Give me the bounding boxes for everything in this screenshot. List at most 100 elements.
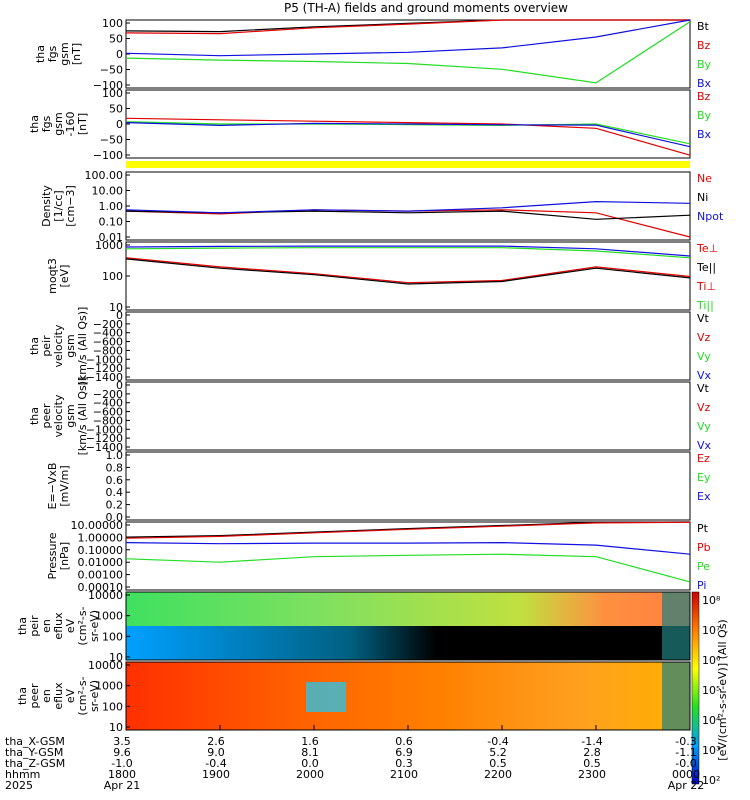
- legend-Vz: Vz: [697, 331, 711, 344]
- y-tick-label: 0.0: [106, 511, 124, 524]
- ephemeris-label: tha_Z-GSM: [5, 757, 65, 770]
- ephemeris-value: Apr 21: [104, 779, 141, 792]
- panel-frame: [125, 19, 691, 89]
- panel-4: 1000 100 10 moqt3 [eV] Te⊥ Te|| Ti⊥ Ti||: [46, 239, 718, 314]
- legend-Vz: Vz: [697, 401, 711, 414]
- series-Ti||: [125, 247, 691, 259]
- legend-Ne: Ne: [697, 172, 712, 185]
- ephemeris-value: -1.4: [581, 735, 602, 748]
- y-axis-label: en: [40, 619, 53, 633]
- y-axis-label: [1/cc]: [52, 190, 65, 221]
- legend-Ti⊥: Ti⊥: [696, 280, 716, 293]
- y-tick-label: −100: [93, 79, 123, 92]
- y-axis-label: tha: [28, 115, 41, 133]
- y-tick-label: 0.10: [99, 216, 124, 229]
- ephemeris-value: 2300: [578, 768, 606, 781]
- legend-Pe: Pe: [697, 560, 710, 573]
- y-tick-label: 100: [102, 87, 123, 100]
- y-axis-label: [nT]: [70, 43, 83, 65]
- series-Ti⊥: [125, 245, 691, 257]
- ephemeris-value: 6.9: [395, 746, 413, 759]
- y-tick-label: 1000: [95, 239, 123, 252]
- y-axis-label: -160: [64, 112, 77, 137]
- panel-1: 100 50 0 −50 −100 tha fgs gsm [nT] Bt Bz By Bx: [34, 17, 712, 92]
- y-tick-label: 10.00: [92, 185, 124, 198]
- y-tick-label: −400: [93, 327, 123, 340]
- y-axis-label: sr-eV): [88, 680, 101, 712]
- panel-7: 1.00.80.60.40.20.0 E=−VxB [mV/m] Ez Ey Ex: [46, 449, 711, 524]
- y-axis-label: sr-eV): [88, 610, 101, 642]
- y-axis-label: gsm: [58, 42, 71, 65]
- series-Pi: [125, 541, 691, 555]
- y-tick-label: 0.2: [106, 499, 124, 512]
- y-tick-label: 1000: [95, 680, 123, 693]
- ephemeris-value: 0000: [672, 768, 700, 781]
- y-axis-label: tha: [28, 337, 41, 355]
- series-By: [125, 21, 691, 84]
- panel-6: 0−200−400−600−800−1000−1200−1400 tha peer v…: [28, 377, 712, 456]
- legend-Vy: Vy: [697, 420, 711, 433]
- legend-Te⊥: Te⊥: [696, 242, 718, 255]
- series-Bz: [125, 117, 691, 156]
- colorbar-tick: 10⁸: [702, 594, 721, 607]
- series-Pt: [125, 521, 691, 538]
- y-axis-label: fgs: [46, 45, 59, 62]
- ephemeris-value: 0.6: [395, 735, 413, 748]
- y-axis-label: velocity: [52, 324, 65, 367]
- y-axis-label: eflux: [52, 682, 65, 710]
- legend-Pb: Pb: [697, 541, 711, 554]
- y-axis-label: peer: [28, 683, 41, 709]
- y-axis-label: fgs: [40, 115, 53, 132]
- series-Bt: [125, 19, 690, 33]
- ephemeris-value: 0.5: [489, 757, 507, 770]
- legend-Vt: Vt: [697, 312, 710, 325]
- y-tick-label: 50: [109, 103, 123, 116]
- y-tick-label: −800: [93, 414, 123, 427]
- legend-Ey: Ey: [697, 471, 711, 484]
- y-axis-label: tha: [34, 45, 47, 63]
- y-tick-label: −1000: [86, 353, 123, 366]
- yellow-bar: [126, 161, 690, 168]
- y-axis-label: [eV]: [58, 265, 71, 288]
- y-tick-label: 10: [109, 301, 123, 314]
- spectrogram-high: [126, 592, 690, 626]
- panel-10: 10000 1000 100 10 tha peer en eflux eV (cm²-s-sr-…: [16, 659, 691, 734]
- ephemeris-value: -0.0: [675, 757, 696, 770]
- spectrogram-low: [126, 626, 690, 660]
- y-tick-label: 10000: [88, 589, 123, 602]
- y-axis-label: velocity: [52, 394, 65, 437]
- ephemeris-value: 2000: [296, 768, 324, 781]
- y-tick-label: −1000: [86, 423, 123, 436]
- y-tick-label: −50: [100, 134, 123, 147]
- ephemeris-value: 2200: [484, 768, 512, 781]
- y-tick-label: 0.10000: [78, 544, 124, 557]
- ephemeris-value: -1.0: [111, 757, 132, 770]
- y-tick-label: 100.00: [85, 169, 124, 182]
- figure-title: P5 (TH-A) fields and ground moments over…: [284, 1, 568, 15]
- y-tick-label: 1000: [95, 610, 123, 623]
- y-axis-label: [km/s (All Qs)]: [76, 307, 89, 386]
- ephemeris-value: -1.1: [675, 746, 696, 759]
- y-tick-label: −200: [93, 388, 123, 401]
- y-tick-label: −600: [93, 336, 123, 349]
- ephemeris-value: 0.5: [583, 757, 601, 770]
- y-axis-label: tha: [28, 407, 41, 425]
- panel-2: 100 50 0 −50 −100 tha fgs gsm -160 [nT] Bz By Bx: [28, 87, 712, 162]
- colorbar-tick: 10⁷: [702, 624, 720, 637]
- legend-Te||: Te||: [696, 261, 716, 274]
- y-axis-label: peer: [40, 403, 53, 429]
- legend-Vx: Vx: [697, 439, 712, 452]
- colorbar-tick: 10³: [702, 744, 720, 757]
- series-Pb: [125, 521, 691, 539]
- y-tick-label: 1.0: [106, 449, 124, 462]
- y-tick-label: −1400: [86, 441, 123, 454]
- legend-Bx: Bx: [697, 128, 712, 141]
- y-tick-label: 0: [116, 309, 123, 322]
- series-Te||: [125, 258, 691, 285]
- y-tick-label: −1200: [86, 362, 123, 375]
- colorbar-scale: [691, 591, 700, 785]
- y-tick-label: 100: [102, 270, 123, 283]
- y-tick-label: 0.01000: [78, 556, 124, 569]
- legend-Vy: Vy: [697, 350, 711, 363]
- y-tick-label: 0: [116, 379, 123, 392]
